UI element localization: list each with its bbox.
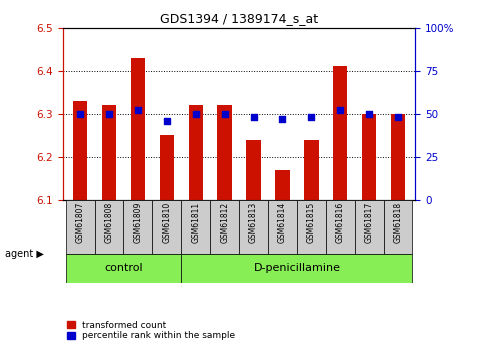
Bar — [362, 114, 376, 200]
Bar — [66, 200, 95, 254]
Text: GSM61812: GSM61812 — [220, 202, 229, 243]
Legend: transformed count, percentile rank within the sample: transformed count, percentile rank withi… — [67, 321, 235, 341]
Text: control: control — [104, 264, 143, 273]
Bar — [246, 140, 261, 200]
Point — [163, 118, 170, 124]
Point — [279, 116, 286, 122]
Bar — [124, 200, 152, 254]
Point — [105, 111, 113, 117]
Text: GSM61808: GSM61808 — [104, 202, 114, 243]
Bar — [152, 200, 181, 254]
Title: GDS1394 / 1389174_s_at: GDS1394 / 1389174_s_at — [160, 12, 318, 25]
Bar — [131, 58, 145, 200]
Point — [76, 111, 84, 117]
Bar — [181, 200, 210, 254]
Bar — [159, 135, 174, 200]
Text: GSM61813: GSM61813 — [249, 202, 258, 243]
Bar — [391, 114, 405, 200]
Text: agent ▶: agent ▶ — [5, 249, 43, 258]
Text: GSM61814: GSM61814 — [278, 202, 287, 243]
Bar — [355, 200, 384, 254]
Text: GSM61815: GSM61815 — [307, 202, 316, 243]
Bar — [217, 105, 232, 200]
Bar — [333, 66, 347, 200]
Bar — [73, 101, 87, 200]
Point — [336, 108, 344, 113]
Point — [394, 115, 402, 120]
Bar — [268, 200, 297, 254]
Bar — [275, 170, 290, 200]
Text: GSM61818: GSM61818 — [394, 202, 402, 243]
Point — [221, 111, 228, 117]
Bar — [188, 105, 203, 200]
Bar — [95, 200, 124, 254]
Bar — [384, 200, 412, 254]
Bar — [304, 140, 319, 200]
Bar — [297, 200, 326, 254]
Text: GSM61817: GSM61817 — [365, 202, 374, 243]
Text: GSM61810: GSM61810 — [162, 202, 171, 243]
Text: GSM61809: GSM61809 — [133, 202, 142, 243]
Point — [365, 111, 373, 117]
Bar — [66, 254, 181, 283]
Bar — [210, 200, 239, 254]
Point — [250, 115, 257, 120]
Bar — [326, 200, 355, 254]
Point — [134, 108, 142, 113]
Text: GSM61816: GSM61816 — [336, 202, 345, 243]
Bar — [181, 254, 412, 283]
Bar — [102, 105, 116, 200]
Text: D-penicillamine: D-penicillamine — [254, 264, 341, 273]
Point — [192, 111, 199, 117]
Point — [308, 115, 315, 120]
Bar — [239, 200, 268, 254]
Text: GSM61811: GSM61811 — [191, 202, 200, 243]
Text: GSM61807: GSM61807 — [76, 202, 85, 243]
